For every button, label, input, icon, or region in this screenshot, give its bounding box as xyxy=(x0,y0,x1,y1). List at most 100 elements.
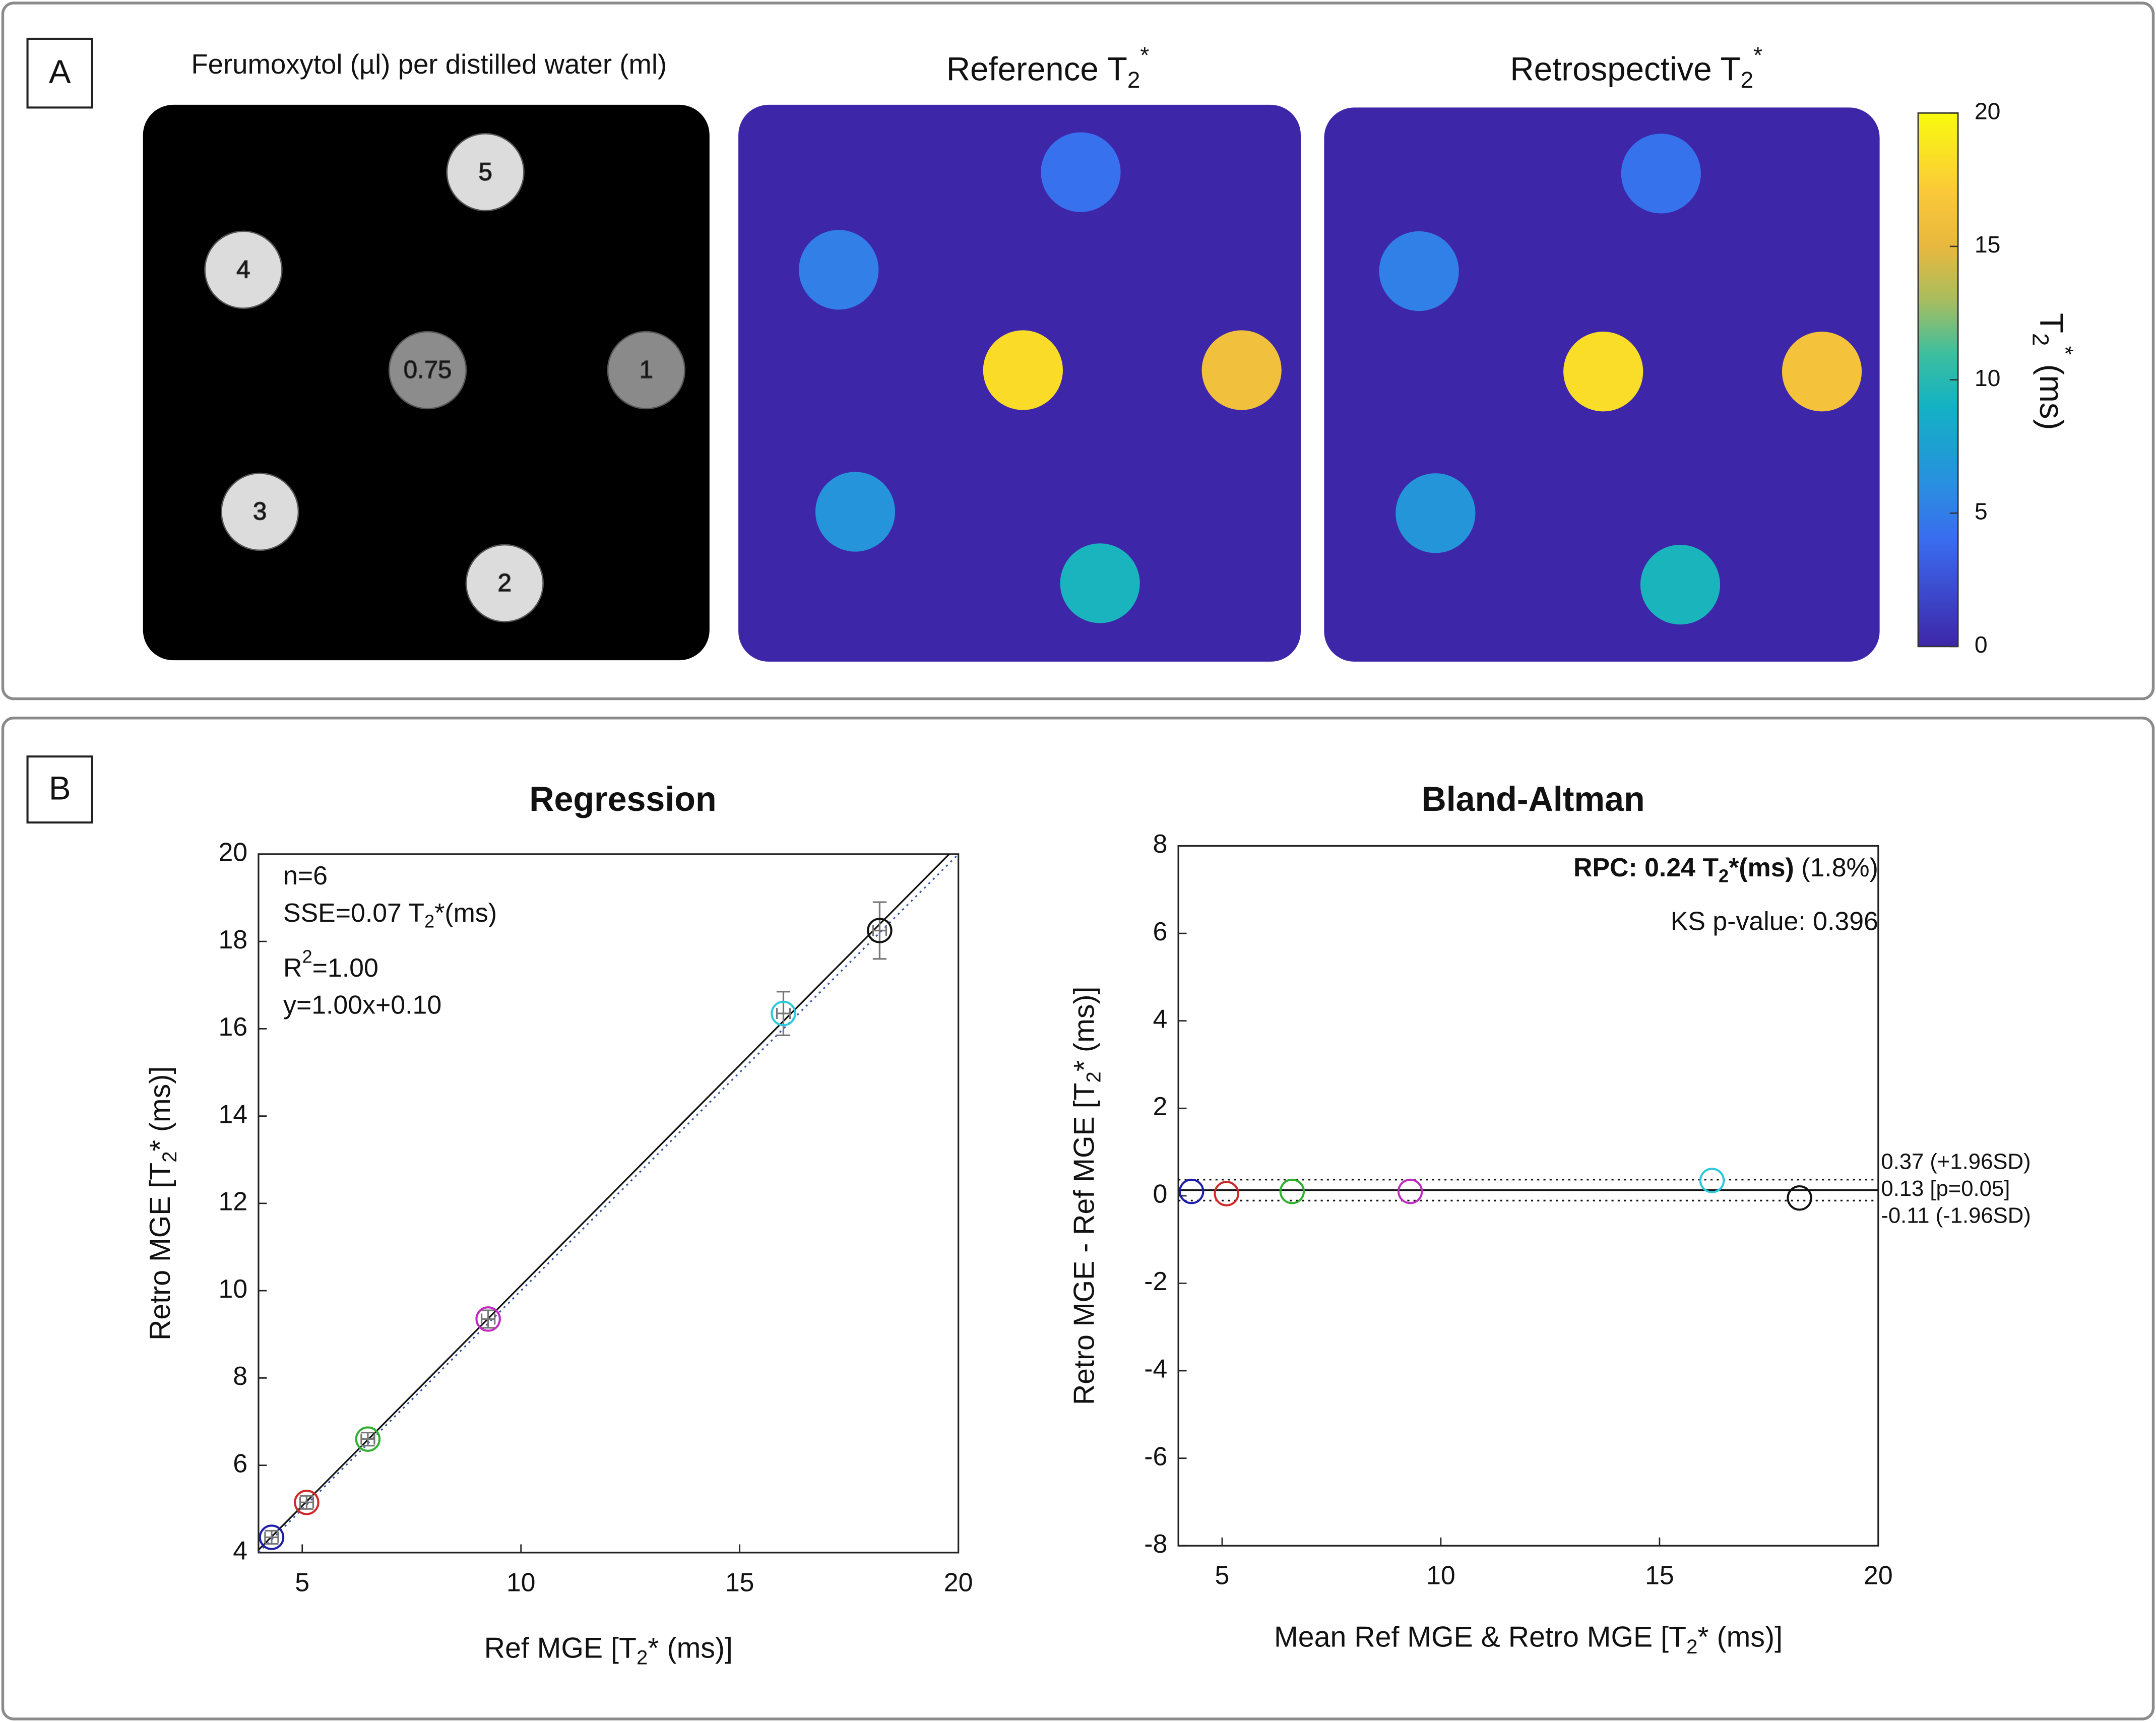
panel-label-box xyxy=(26,755,93,824)
y-axis-label: Retro MGE [T2* (ms)] xyxy=(144,1066,181,1341)
vial-label: 0.75 xyxy=(404,356,452,384)
phantom-vial xyxy=(607,331,686,410)
colorbar-tick-label: 5 xyxy=(1975,498,1988,524)
vial-t2-value xyxy=(1201,330,1282,410)
y-tick-label: -4 xyxy=(1144,1354,1167,1383)
annotation-part: 2 xyxy=(302,946,312,967)
annotation-part: 2 xyxy=(1719,865,1729,886)
vial-label: 4 xyxy=(236,256,250,283)
data-point xyxy=(771,1000,796,1027)
reference-lines xyxy=(258,854,959,1553)
y-tick-label: 20 xyxy=(218,838,247,867)
x-error-bar xyxy=(299,1497,314,1508)
y-tick-label: 4 xyxy=(233,1536,247,1565)
x-axis-label-part: Ref MGE [T xyxy=(484,1632,637,1665)
annotation-part: (1.8%) xyxy=(1794,853,1878,882)
y-tick-label: -6 xyxy=(1144,1441,1167,1471)
y-tick-label: 8 xyxy=(233,1361,247,1390)
chart-title: Regression xyxy=(529,780,716,818)
vial-label: 2 xyxy=(498,569,512,597)
y-tick-label: -2 xyxy=(1144,1266,1167,1296)
annotation-part: =1.00 xyxy=(312,953,378,982)
reference-lines xyxy=(1178,1179,1878,1202)
x-axis-label-part: 2 xyxy=(1686,1636,1697,1658)
map-title-part: Reference T xyxy=(946,51,1127,88)
annotation: n=6 xyxy=(283,861,328,890)
annotation-part: *(ms) xyxy=(434,898,497,927)
y-axis-label: Retro MGE - Ref MGE [T2* (ms)] xyxy=(1068,987,1105,1406)
vial-t2-value xyxy=(1060,543,1140,623)
y-axis-label-part: Retro MGE - Ref MGE [T xyxy=(1068,1082,1101,1405)
x-error-bar xyxy=(480,1313,496,1325)
x-axis-label: Ref MGE [T2* (ms)] xyxy=(484,1632,733,1669)
y-tick-label: -8 xyxy=(1144,1529,1167,1558)
x-error-bar xyxy=(360,1433,375,1445)
map-title: Reference T2* xyxy=(946,42,1150,93)
y-tick-label: 12 xyxy=(218,1187,247,1216)
annotation: R2=1.00 xyxy=(283,946,378,982)
x-error-bar xyxy=(872,925,887,936)
y-tick-label: 4 xyxy=(1153,1004,1168,1033)
chart-title: Bland-Altman xyxy=(1421,780,1644,818)
colorbar-label-part: * xyxy=(2053,346,2078,355)
phantom-vial xyxy=(204,230,283,309)
x-error-bar xyxy=(776,1008,791,1019)
colorbar-label-part: (ms) xyxy=(2033,355,2070,430)
reference-line-label: 0.37 (+1.96SD) xyxy=(1881,1150,2031,1174)
colorbar-tick-label: 10 xyxy=(1975,365,2001,391)
y-axis-label-part: Retro MGE [T xyxy=(144,1163,176,1341)
y-tick-label: 14 xyxy=(218,1099,247,1128)
panel-label: B xyxy=(49,770,71,807)
annotation-part: SSE=0.07 T xyxy=(283,898,424,927)
reference-line-label: 0.13 [p=0.05] xyxy=(1881,1176,2010,1201)
x-tick-label: 15 xyxy=(725,1567,754,1597)
y-tick-label: 8 xyxy=(1153,829,1168,858)
vial-t2-value xyxy=(1621,134,1701,214)
vial-t2-value xyxy=(1640,544,1721,625)
fit-line xyxy=(258,854,950,1551)
vial-label: 5 xyxy=(478,158,492,185)
vial-t2-value xyxy=(799,230,879,310)
data-point xyxy=(1178,1178,1204,1204)
phantom-vial xyxy=(220,472,299,551)
colorbar-tick-label: 15 xyxy=(1975,231,2001,258)
chart: Bland-Altman 5 10 15 20 -8 -6 -4 -2 0 2 4 6 8 Mean Ref… xyxy=(1068,780,2031,1657)
x-tick-label: 20 xyxy=(944,1567,973,1597)
x-tick-label: 5 xyxy=(1215,1561,1230,1590)
x-tick-label: 15 xyxy=(1645,1561,1674,1590)
x-axis-label-part: * (ms)] xyxy=(648,1632,733,1665)
identity-line xyxy=(258,854,959,1553)
plot-area xyxy=(1177,845,1879,1547)
annotation-part: R xyxy=(283,953,302,982)
vial-t2-value xyxy=(1396,473,1476,553)
vial-t2-value xyxy=(1563,332,1643,412)
x-tick-label: 20 xyxy=(1864,1561,1893,1590)
y-tick-label: 18 xyxy=(218,925,247,954)
phantom-vial xyxy=(446,133,525,212)
map-title-part: * xyxy=(1753,42,1762,68)
data-point xyxy=(475,1306,501,1332)
y-tick-label: 6 xyxy=(233,1448,247,1478)
data-point xyxy=(1279,1178,1305,1204)
vial-t2-value xyxy=(1379,231,1459,311)
map-title-part: 2 xyxy=(1127,67,1140,93)
vial-label: 3 xyxy=(253,498,267,525)
annotation-part: n=6 xyxy=(283,861,328,890)
x-tick-label: 10 xyxy=(506,1567,536,1597)
data-point xyxy=(294,1489,320,1515)
y-tick-label: 2 xyxy=(1153,1092,1168,1121)
map-title-part: 2 xyxy=(1741,67,1754,93)
vial-label: 1 xyxy=(640,356,653,384)
y-tick-label: 6 xyxy=(1153,917,1168,946)
vial-t2-value xyxy=(815,472,896,552)
reference-line-label: -0.11 (-1.96SD) xyxy=(1881,1203,2031,1228)
phantom-title: Ferumoxytol (µl) per distilled water (ml… xyxy=(191,49,667,80)
phantom-vial xyxy=(465,544,544,623)
map-title-part: Retrospective T xyxy=(1510,51,1740,88)
annotation: RPC: 0.24 T2*(ms) (1.8%) xyxy=(1573,853,1878,886)
x-tick-label: 10 xyxy=(1426,1561,1455,1590)
data-point xyxy=(259,1524,285,1550)
y-axis-label-part: 2 xyxy=(1083,1071,1105,1082)
x-axis-label-part: Mean Ref MGE & Retro MGE [T xyxy=(1274,1621,1686,1653)
